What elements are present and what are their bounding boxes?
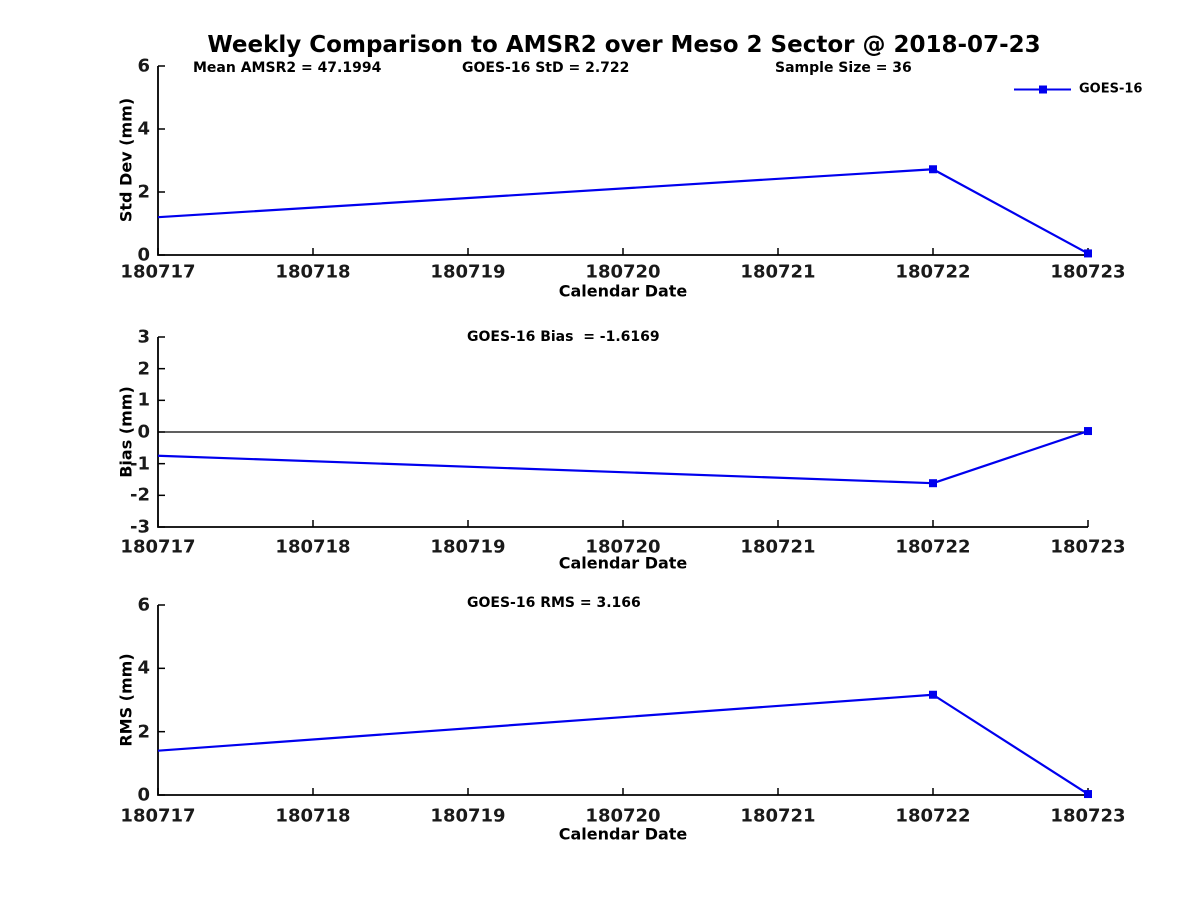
y-tick-label: 6 [137, 55, 150, 77]
x-tick-label: 180722 [895, 261, 971, 283]
data-point-marker [929, 165, 937, 174]
y-tick-label: 6 [137, 594, 150, 616]
y-tick-label: -1 [130, 453, 150, 475]
x-tick-label: 180721 [740, 536, 816, 558]
x-tick-label: 180717 [120, 261, 196, 283]
x-tick-label: 180723 [1050, 536, 1126, 558]
x-tick-label: 180723 [1050, 261, 1126, 283]
data-point-marker [1084, 249, 1092, 258]
x-tick-label: 180718 [275, 805, 351, 827]
y-tick-label: 1 [137, 389, 150, 411]
x-tick-label: 180720 [585, 536, 661, 558]
x-axis-label-1: Calendar Date [558, 281, 688, 301]
x-tick-label: 180719 [430, 805, 506, 827]
y-tick-label: 4 [137, 118, 150, 140]
legend-line-sample [1014, 85, 1071, 93]
x-tick-label: 180717 [120, 536, 196, 558]
annotation-goes16-bias: GOES-16 Bias = -1.6169 [467, 329, 660, 345]
x-tick-label: 180718 [275, 536, 351, 558]
axis-spine [157, 605, 1088, 796]
y-tick-label: 0 [137, 784, 150, 806]
axis-spine [157, 66, 1088, 256]
series-line [157, 430, 1089, 485]
legend: GOES-16 [1014, 82, 1142, 97]
y-tick-label: -2 [130, 484, 150, 506]
legend-label: GOES-16 [1079, 81, 1143, 97]
y-tick-label: 2 [137, 358, 150, 380]
annotation-goes16-rms: GOES-16 RMS = 3.166 [467, 595, 641, 611]
x-axis-label-3: Calendar Date [558, 824, 688, 844]
x-tick-label: 180720 [585, 805, 661, 827]
data-point-marker [1084, 790, 1092, 799]
x-tick-label: 180722 [895, 805, 971, 827]
y-tick-label: 0 [137, 244, 150, 266]
x-tick-label: 180722 [895, 536, 971, 558]
annotation-mean-amsr2: Mean AMSR2 = 47.1994 [193, 60, 382, 76]
x-axis-label-2: Calendar Date [558, 553, 688, 573]
annotation-sample-size: Sample Size = 36 [775, 60, 912, 76]
data-point-marker [1084, 427, 1092, 436]
x-tick-label: 180720 [585, 261, 661, 283]
y-axis-label-rms: RMS (mm) [116, 653, 136, 747]
x-tick-label: 180719 [430, 536, 506, 558]
y-axis-label-stddev: Std Dev (mm) [116, 97, 136, 223]
x-tick-label: 180718 [275, 261, 351, 283]
y-tick-label: -3 [130, 516, 150, 538]
figure-title: Weekly Comparison to AMSR2 over Meso 2 S… [207, 32, 1041, 58]
x-tick-label: 180721 [740, 261, 816, 283]
x-tick-label: 180719 [430, 261, 506, 283]
y-tick-label: 0 [137, 421, 150, 443]
x-tick-label: 180723 [1050, 805, 1126, 827]
series-line [157, 693, 1089, 795]
y-tick-label: 4 [137, 657, 150, 679]
y-tick-label: 2 [137, 181, 150, 203]
annotation-goes16-std: GOES-16 StD = 2.722 [462, 60, 630, 76]
x-tick-label: 180721 [740, 805, 816, 827]
y-tick-label: 2 [137, 721, 150, 743]
x-tick-label: 180717 [120, 805, 196, 827]
y-tick-label: 3 [137, 326, 150, 348]
series-line [157, 168, 1089, 255]
data-point-marker [929, 690, 937, 699]
legend-square-marker-icon [1038, 85, 1047, 93]
data-point-marker [929, 479, 937, 488]
